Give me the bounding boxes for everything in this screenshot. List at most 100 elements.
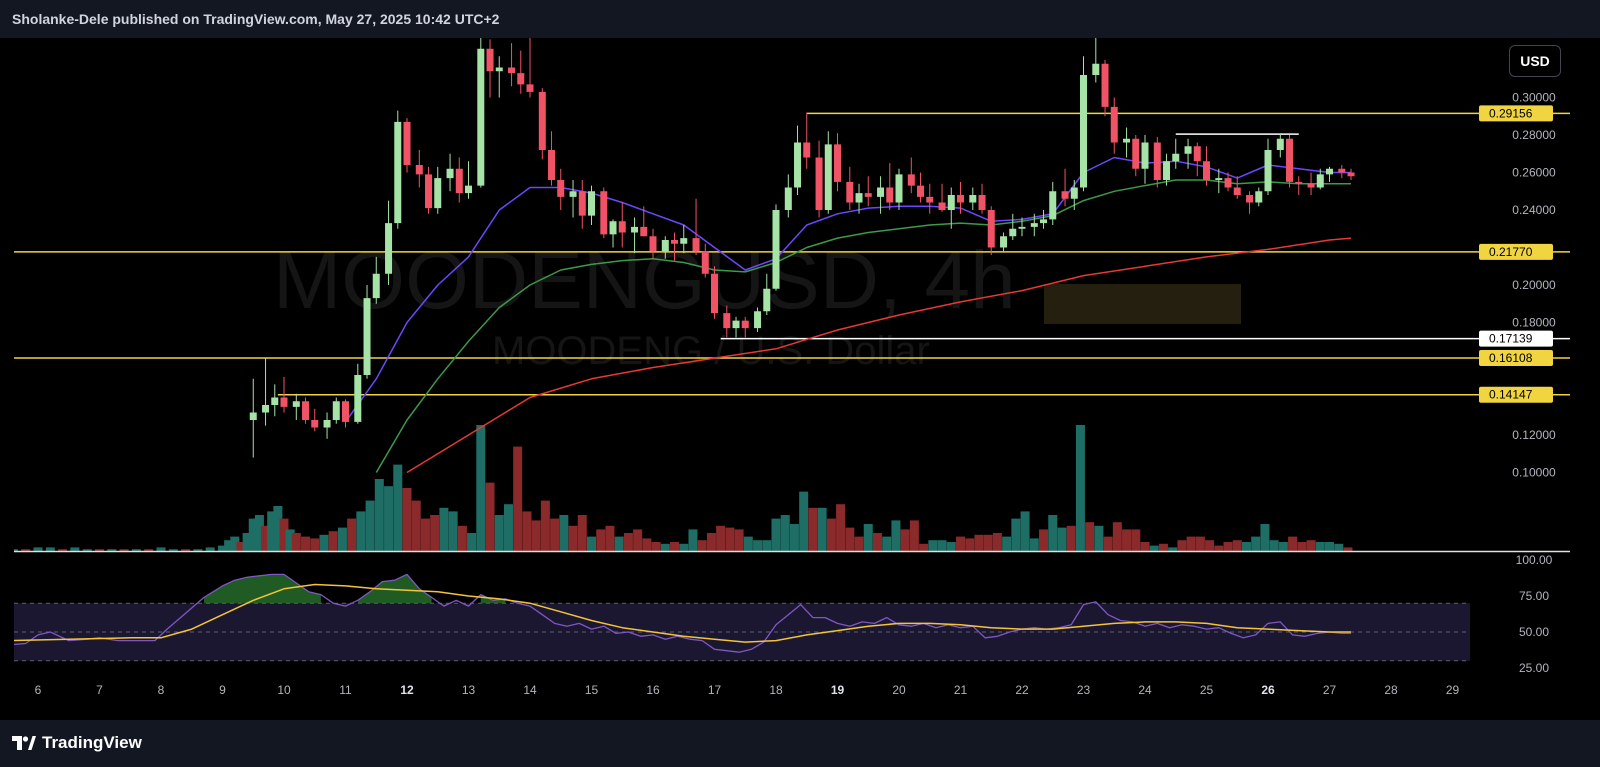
volume-bar <box>1103 536 1113 551</box>
level-label-box <box>1479 105 1553 122</box>
candle-down <box>640 226 648 237</box>
volume-bar <box>14 549 18 551</box>
volume-bar <box>45 547 55 551</box>
candle-up <box>1172 153 1180 162</box>
volume-bar <box>1269 540 1279 551</box>
candle-up <box>1255 191 1263 203</box>
horizontal-levels <box>14 112 1570 396</box>
candle-down <box>692 238 700 252</box>
watermark: MOODENGUSD, 4h MOODENG / U.S. Dollar <box>273 235 1016 373</box>
candle-up <box>794 142 802 188</box>
volume-bar <box>614 536 624 551</box>
candle-up <box>895 174 903 203</box>
volume-bar <box>107 549 117 551</box>
volume-bar <box>900 529 910 551</box>
volume-bar <box>131 549 141 551</box>
date-tick-label: 12 <box>400 683 414 697</box>
volume-bar <box>384 486 394 551</box>
candle-down <box>618 221 626 233</box>
candle-down <box>578 191 586 216</box>
volume-bar <box>1057 527 1067 551</box>
candle-up <box>631 226 639 233</box>
candle-up <box>477 48 485 186</box>
volume-bar <box>1343 547 1353 551</box>
volume-bar <box>1232 540 1242 551</box>
volume-bars <box>14 425 1353 551</box>
date-tick-label: 10 <box>277 683 291 697</box>
volume-bar <box>402 488 412 551</box>
volume-bar <box>789 524 799 551</box>
ema-slow-line <box>406 237 1352 474</box>
volume-bar <box>119 549 129 551</box>
volume-bar <box>697 540 707 551</box>
candle-down <box>302 401 310 420</box>
candle-up <box>609 221 617 235</box>
candle-up <box>1264 150 1272 192</box>
date-tick-label: 11 <box>339 683 352 697</box>
time-axis[interactable]: 6 7 8 9 10 11 12 13 14 15 16 17 18 19 20 21 22 23 24 25 26 27… <box>35 683 1460 697</box>
currency-button[interactable]: USD <box>1509 45 1561 77</box>
date-tick-label: 21 <box>954 683 968 697</box>
volume-bar <box>605 525 615 551</box>
rsi-tick-label: 100.00 <box>1516 553 1553 567</box>
volume-bar <box>1334 543 1344 551</box>
price-chart-svg[interactable]: MOODENGUSD, 4h MOODENG / U.S. Dollar 0.3… <box>14 38 1570 720</box>
candle-down <box>907 174 915 186</box>
volume-bar <box>587 536 596 551</box>
publish-info: Sholanke-Dele published on TradingView.c… <box>12 11 500 27</box>
ema-mid-line <box>375 179 1351 473</box>
candle-up <box>465 185 472 194</box>
candle-up <box>1080 75 1087 188</box>
candle-down <box>917 185 925 197</box>
candle-down <box>1295 181 1303 184</box>
tradingview-logo-icon <box>12 736 36 750</box>
volume-bar <box>651 542 661 551</box>
date-tick-label: 22 <box>1015 683 1029 697</box>
price-tick-label: 0.30000 <box>1512 91 1556 105</box>
volume-bar <box>347 518 357 551</box>
volume-bar <box>82 549 92 551</box>
candle-up <box>947 195 955 210</box>
volume-bar <box>596 529 606 551</box>
volume-bar <box>1066 525 1076 551</box>
candle-down <box>1153 142 1161 180</box>
level-label-box <box>1479 243 1553 260</box>
volume-bar <box>845 527 855 551</box>
volume-bar <box>279 518 289 551</box>
volume-bar <box>577 515 587 551</box>
price-axis[interactable]: 0.320000.300000.280000.260000.240000.200… <box>1512 53 1556 480</box>
volume-bar <box>623 533 633 551</box>
candle-up <box>354 375 362 422</box>
candle-up <box>732 320 740 329</box>
volume-bar <box>1048 515 1058 551</box>
volume-bar <box>946 542 956 551</box>
volume-bar <box>485 482 495 551</box>
candle-down <box>803 142 811 158</box>
candle-up <box>446 168 454 179</box>
volume-bar <box>1094 525 1104 551</box>
date-tick-label: 18 <box>769 683 783 697</box>
date-tick-label: 16 <box>646 683 660 697</box>
date-tick-label: 9 <box>219 683 226 697</box>
candle-down <box>415 165 423 175</box>
volume-bar <box>670 542 680 551</box>
volume-bar <box>919 543 929 551</box>
candle-down <box>1233 187 1241 195</box>
chart-area[interactable]: MOODENGUSD, 4h MOODENG / U.S. Dollar 0.3… <box>14 38 1570 720</box>
candle-up <box>363 298 371 375</box>
price-tick-label: 0.18000 <box>1512 316 1556 330</box>
volume-bar <box>1241 542 1251 551</box>
volume-bar <box>1112 522 1122 551</box>
level-label: 0.16108 <box>1489 351 1533 365</box>
date-tick-label: 23 <box>1077 683 1091 697</box>
tradingview-logo[interactable]: TradingView <box>12 733 142 753</box>
volume-bar <box>762 540 772 551</box>
volume-bar <box>743 536 753 551</box>
candle-up <box>1030 223 1038 227</box>
volume-bar <box>319 534 329 551</box>
price-tick-label: 0.20000 <box>1512 278 1556 292</box>
candle-down <box>957 195 964 203</box>
volume-bar <box>1251 536 1261 551</box>
volume-bar <box>1020 511 1030 551</box>
candle-down <box>711 273 718 314</box>
